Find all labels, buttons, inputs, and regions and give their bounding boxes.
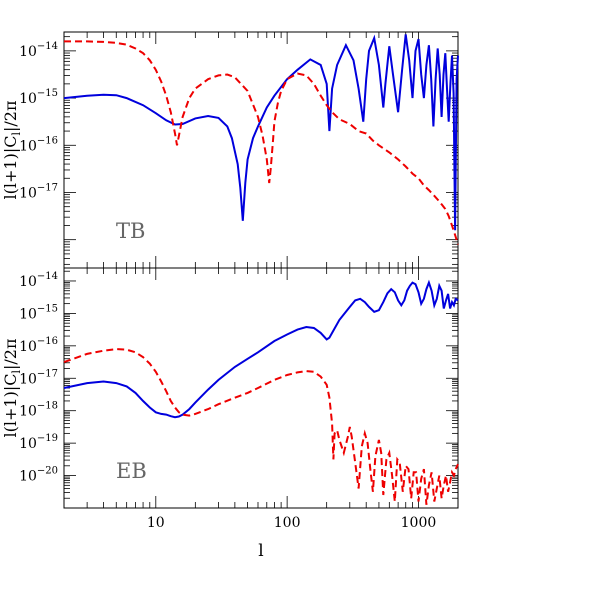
tb-series-dashed-line [64,40,459,245]
eb-series-dashed-line [63,348,459,505]
eb-ticks: 10−20 10−19 10−18 10−17 10−16 10−15 10−14 10 100… [19,268,459,531]
eb-y-tick-label: 10−19 [19,433,58,452]
tb-y-tick-label: 10−15 [19,88,58,107]
tb-series-solid-line [63,34,459,231]
eb-y-tick-label: 10−17 [19,368,58,387]
eb-y-tick-label: 10−20 [19,466,58,485]
eb-y-tick-label: 10−15 [19,303,58,322]
eb-y-tick-label: 10−18 [19,401,58,420]
tb-y-axis-label: l(l+1)|Cl|/2π [1,101,23,200]
x-tick-label: 100 [274,515,301,531]
x-tick-label: 1000 [401,515,437,531]
x-axis-label: l [258,541,263,561]
tb-y-tick-label: 10−14 [19,41,58,60]
eb-y-tick-label: 10−16 [19,336,58,355]
x-tick-label: 10 [147,515,165,531]
eb-panel-label: EB [116,459,147,483]
tb-panel-label: TB [116,219,145,243]
eb-curves [63,279,459,505]
tb-y-tick-label: 10−17 [19,182,58,201]
eb-y-tick-label: 10−14 [19,271,58,290]
eb-panel: 10−20 10−19 10−18 10−17 10−16 10−15 10−14 10 100… [1,267,459,531]
tb-y-tick-label: 10−16 [19,135,58,154]
eb-y-axis-label: l(l+1)|Cl|/2π [1,339,23,438]
tb-panel: 10−17 10−16 10−15 10−14 TB l(l+1)|Cl|/2π [1,31,459,269]
eb-series-solid-line [63,279,459,419]
tb-curves [63,34,459,245]
